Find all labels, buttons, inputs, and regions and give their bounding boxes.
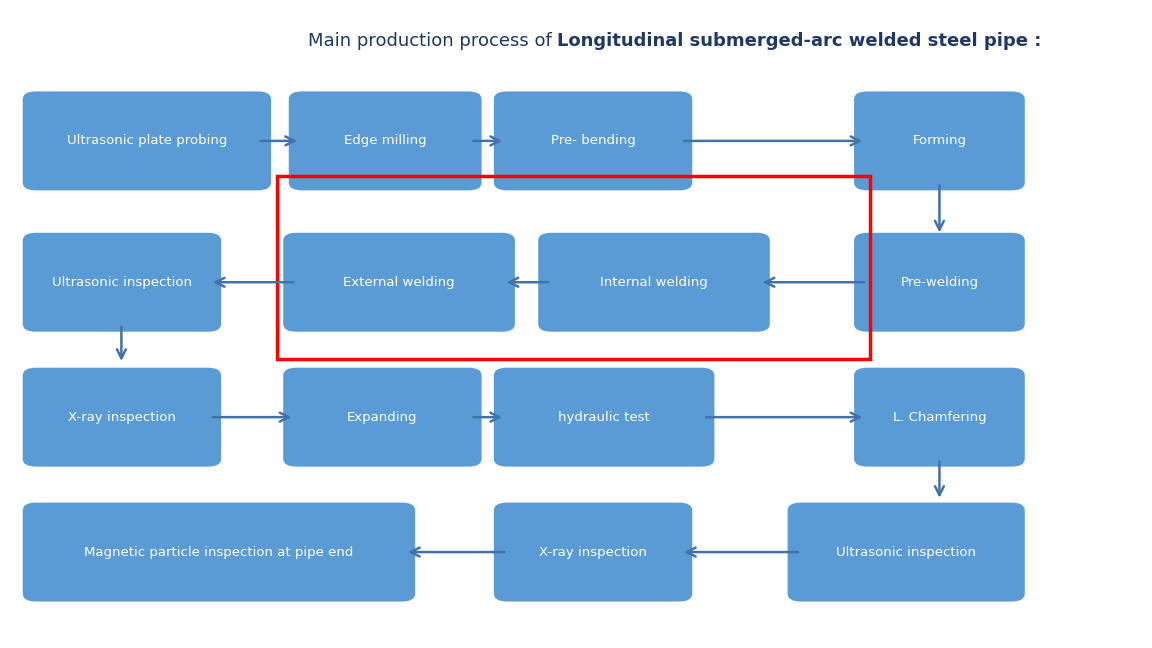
Text: Main production process of: Main production process of [308, 32, 558, 51]
Text: Magnetic particle inspection at pipe end: Magnetic particle inspection at pipe end [84, 546, 354, 559]
Text: Ultrasonic inspection: Ultrasonic inspection [52, 276, 192, 289]
Text: Ultrasonic inspection: Ultrasonic inspection [836, 546, 976, 559]
Text: Pre-welding: Pre-welding [901, 276, 978, 289]
FancyBboxPatch shape [23, 503, 415, 601]
FancyBboxPatch shape [854, 367, 1025, 467]
Text: hydraulic test: hydraulic test [559, 411, 650, 424]
Text: Expanding: Expanding [347, 411, 418, 424]
Text: Internal welding: Internal welding [600, 276, 707, 289]
FancyBboxPatch shape [23, 233, 221, 332]
FancyBboxPatch shape [23, 367, 221, 467]
Text: Edge milling: Edge milling [344, 134, 426, 147]
Text: External welding: External welding [343, 276, 455, 289]
FancyBboxPatch shape [494, 503, 692, 601]
FancyBboxPatch shape [854, 91, 1025, 191]
FancyBboxPatch shape [538, 233, 770, 332]
FancyBboxPatch shape [788, 503, 1025, 601]
FancyBboxPatch shape [283, 233, 515, 332]
Text: L. Chamfering: L. Chamfering [893, 411, 986, 424]
FancyBboxPatch shape [494, 91, 692, 191]
FancyBboxPatch shape [854, 233, 1025, 332]
Text: X-ray inspection: X-ray inspection [68, 411, 176, 424]
Text: Forming: Forming [912, 134, 967, 147]
FancyBboxPatch shape [289, 91, 482, 191]
Text: Ultrasonic plate probing: Ultrasonic plate probing [67, 134, 227, 147]
FancyBboxPatch shape [494, 367, 714, 467]
FancyBboxPatch shape [23, 91, 271, 191]
Bar [276, 176, 870, 360]
Text: X-ray inspection: X-ray inspection [539, 546, 647, 559]
FancyBboxPatch shape [283, 367, 482, 467]
Text: Longitudinal submerged-arc welded steel pipe :: Longitudinal submerged-arc welded steel … [558, 32, 1041, 51]
Text: Pre- bending: Pre- bending [551, 134, 636, 147]
